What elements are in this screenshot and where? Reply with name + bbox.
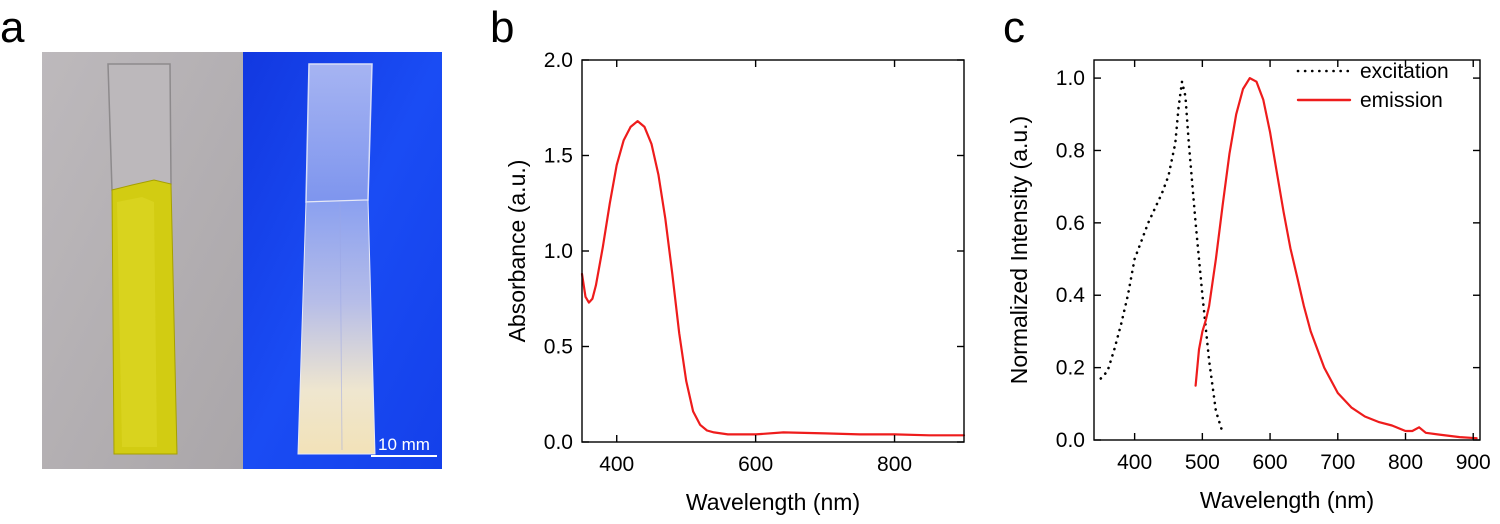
y-tick-label: 0.6 <box>1056 212 1085 235</box>
panel-label-c: c <box>1003 3 1025 52</box>
y-tick-label: 1.0 <box>544 240 573 263</box>
x-tick-label: 800 <box>1388 451 1423 474</box>
series-absorbance-line <box>580 119 966 437</box>
y-tick-label: 0.5 <box>544 336 573 359</box>
x-tick-label: 400 <box>599 453 634 476</box>
x-tick-label: 500 <box>1185 451 1220 474</box>
y-tick-label: 2.0 <box>544 49 573 72</box>
panel-label-b: b <box>490 3 515 52</box>
scale-bar <box>371 455 437 457</box>
y-tick-label: 1.5 <box>544 145 573 168</box>
uv-strip-glowing-film <box>297 199 376 455</box>
strip-clear-section <box>107 63 172 191</box>
x-tick-label: 600 <box>1253 451 1288 474</box>
panel-label-a: a <box>0 3 25 52</box>
plot-frame <box>581 59 965 443</box>
x-tick-label: 400 <box>1117 451 1152 474</box>
absorbance-chart: 400 600 800 0.0 0.5 1.0 1.5 2.0 Wavelength (nm) A… <box>504 49 966 515</box>
series-emission-line <box>1194 76 1478 440</box>
scale-bar-label: 10 mm <box>378 435 430 454</box>
photo-svg: 10 mm <box>42 52 442 469</box>
plot-frame <box>1093 59 1481 441</box>
y-axis-label: Absorbance (a.u.) <box>504 160 530 343</box>
x-tick-label: 800 <box>877 453 912 476</box>
sample-photograph: 10 mm <box>42 52 442 469</box>
excitation-emission-chart: 400 500 600 700 800 900 0.0 0.2 0.4 0.6 0.8 1.0 Wave… <box>1006 59 1491 513</box>
legend-excitation-label: excitation <box>1360 60 1449 83</box>
x-tick-label: 900 <box>1456 451 1491 474</box>
y-tick-label: 0.4 <box>1056 284 1086 307</box>
uv-strip-clear-section <box>305 63 373 203</box>
x-tick-label: 700 <box>1320 451 1355 474</box>
x-axis-label: Wavelength (nm) <box>1200 487 1374 513</box>
y-axis-label: Normalized Intensity (a.u.) <box>1006 116 1032 384</box>
y-tick-label: 0.2 <box>1056 357 1085 380</box>
x-axis-label: Wavelength (nm) <box>686 489 860 515</box>
series-excitation-line <box>1099 80 1224 435</box>
y-tick-label: 0.0 <box>544 431 573 454</box>
y-tick-label: 0.0 <box>1056 429 1085 452</box>
legend-emission-label: emission <box>1360 89 1443 112</box>
uv-strip-streak <box>339 201 343 451</box>
y-tick-label: 0.8 <box>1056 139 1085 162</box>
x-tick-label: 600 <box>738 453 773 476</box>
strip-yellow-highlight <box>117 197 157 447</box>
y-tick-label: 1.0 <box>1056 67 1085 90</box>
